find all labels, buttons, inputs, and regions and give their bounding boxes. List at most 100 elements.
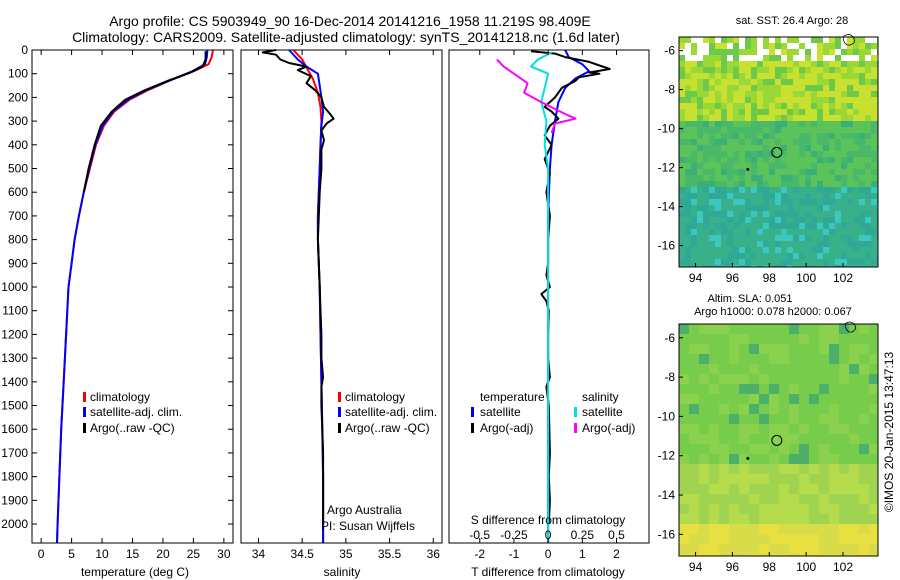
map-cell (727, 115, 733, 121)
map-cell (739, 55, 745, 61)
map-cell (829, 103, 835, 109)
map-cell (685, 259, 691, 265)
map-cell (817, 169, 823, 175)
map-cell (869, 464, 878, 474)
y-tick-label: 1600 (1, 422, 28, 436)
map-cell (787, 193, 793, 199)
map-cell (739, 193, 745, 199)
x-tick-label: 10 (95, 547, 109, 561)
map-cell (763, 61, 769, 67)
map-cell (709, 43, 715, 49)
map-cell (805, 121, 811, 127)
map-cell (759, 504, 769, 514)
map-cell (779, 344, 789, 354)
map-cell (789, 394, 799, 404)
y-tick-label: -8 (664, 83, 675, 97)
map-cell (751, 223, 757, 229)
map-cell (679, 324, 689, 334)
map-cell (685, 187, 691, 193)
map-cell (823, 121, 829, 127)
map-cell (679, 181, 685, 187)
map-cell (689, 544, 699, 554)
map-cell (819, 414, 829, 424)
map-cell (871, 103, 877, 109)
map-cell (799, 344, 809, 354)
map-cell (865, 37, 871, 43)
map-cell (787, 217, 793, 223)
map-cell (799, 524, 809, 534)
map-cell (865, 253, 871, 259)
map-cell (685, 133, 691, 139)
map-cell (691, 247, 697, 253)
map-cell (849, 464, 859, 474)
map-cell (781, 67, 787, 73)
map-cell (703, 133, 709, 139)
map-cell (775, 109, 781, 115)
map-cell (811, 121, 817, 127)
map-cell (721, 121, 727, 127)
map-cell (781, 175, 787, 181)
map-cell (839, 424, 849, 434)
salinity-legend: climatology satellite-adj. clim. Argo(..… (338, 390, 437, 435)
map-cell (757, 49, 763, 55)
map-cell (849, 374, 859, 384)
map-cell (739, 157, 745, 163)
map-cell (679, 169, 685, 175)
map-cell (829, 169, 835, 175)
map-cell (847, 223, 853, 229)
map-cell (769, 253, 775, 259)
map-cell (809, 554, 819, 556)
map-cell (679, 524, 689, 534)
map-cell (849, 394, 859, 404)
map-cell (811, 49, 817, 55)
map-cell (769, 115, 775, 121)
map-cell (721, 91, 727, 97)
map-cell (853, 67, 859, 73)
map-cell (835, 181, 841, 187)
map-cell (819, 344, 829, 354)
map-cell (703, 91, 709, 97)
map-cell (853, 121, 859, 127)
map-cell (853, 163, 859, 169)
map-cell (793, 67, 799, 73)
map-cell (749, 474, 759, 484)
map-cell (709, 247, 715, 253)
map-cell (729, 404, 739, 414)
map-cell (819, 354, 829, 364)
map-cell (679, 247, 685, 253)
map-cell (829, 91, 835, 97)
map-cell (811, 259, 817, 265)
map-cell (859, 211, 865, 217)
map-cell (859, 474, 869, 484)
map-cell (859, 43, 865, 49)
map-cell (829, 554, 839, 556)
map-cell (819, 394, 829, 404)
map-cell (769, 175, 775, 181)
map-cell (853, 247, 859, 253)
map-cell (775, 73, 781, 79)
map-cell (859, 187, 865, 193)
map-cell (799, 115, 805, 121)
map-cell (841, 163, 847, 169)
map-cell (715, 241, 721, 247)
y-tick-label: -12 (658, 161, 676, 175)
temperature-frame (31, 49, 234, 544)
map-cell (699, 484, 709, 494)
map-cell (859, 127, 865, 133)
map-cell (685, 127, 691, 133)
map-cell (745, 49, 751, 55)
map-cell (679, 554, 689, 556)
map-cell (757, 157, 763, 163)
map-cell (859, 91, 865, 97)
map-cell (691, 181, 697, 187)
map-cell (809, 434, 819, 444)
map-cell (733, 43, 739, 49)
map-cell (819, 454, 829, 464)
map-cell (789, 324, 799, 334)
map-cell (775, 115, 781, 121)
map-cell (853, 43, 859, 49)
map-cell (811, 133, 817, 139)
map-cell (829, 97, 835, 103)
map-cell (799, 384, 809, 394)
